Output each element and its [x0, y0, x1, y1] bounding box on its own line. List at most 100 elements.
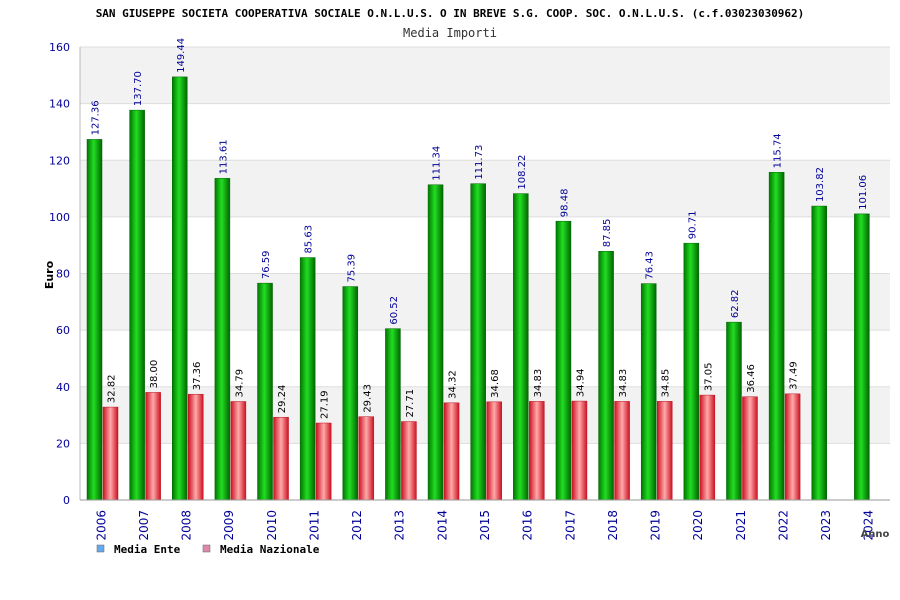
- x-tick-label: 2023: [819, 510, 833, 541]
- data-label: 34.94: [575, 368, 586, 397]
- bar-nazionale: [358, 416, 375, 501]
- bar-nazionale: [145, 392, 161, 501]
- data-label: 37.36: [192, 362, 203, 391]
- x-tick-label: 2008: [180, 510, 194, 541]
- bar-ente: [342, 286, 359, 501]
- data-label: 27.71: [405, 389, 416, 418]
- data-label: 62.82: [730, 290, 741, 319]
- grid-band: [80, 103, 890, 161]
- x-tick-label: 2006: [94, 510, 108, 541]
- bar-ente: [683, 242, 700, 501]
- bar-nazionale: [102, 406, 119, 501]
- x-tick-label: 2017: [563, 510, 577, 541]
- chart-title: SAN GIUSEPPE SOCIETA COOPERATIVA SOCIALE…: [96, 7, 805, 20]
- bar-nazionale: [273, 416, 289, 501]
- data-label: 36.46: [746, 364, 757, 393]
- bar-nazionale: [656, 401, 673, 501]
- bar-nazionale: [742, 396, 758, 501]
- bar-nazionale: [401, 421, 417, 501]
- y-axis-label: Euro: [43, 260, 56, 289]
- legend-swatch: [96, 544, 105, 553]
- data-label: 34.32: [448, 370, 459, 399]
- y-tick-label: 0: [63, 494, 70, 507]
- x-tick-label: 2018: [606, 510, 620, 541]
- bar-nazionale: [784, 393, 801, 501]
- x-tick-label: 2022: [776, 510, 790, 541]
- data-label: 27.19: [320, 390, 331, 419]
- x-tick-label: 2012: [350, 510, 364, 541]
- x-tick-label: 2014: [435, 510, 449, 541]
- grid-band: [80, 47, 890, 104]
- y-tick-label: 80: [56, 268, 70, 281]
- y-tick-label: 100: [49, 211, 70, 224]
- x-tick-label: 2007: [137, 510, 151, 541]
- x-tick-label: 2015: [478, 510, 492, 541]
- data-label: 34.83: [533, 369, 544, 398]
- data-label: 108.22: [517, 155, 528, 190]
- y-tick-label: 140: [49, 98, 70, 111]
- bar-ente: [129, 109, 145, 501]
- data-label: 98.48: [559, 189, 570, 218]
- data-label: 111.73: [474, 145, 485, 180]
- bar-ente: [214, 178, 231, 501]
- bar-ente: [470, 183, 486, 501]
- bar-nazionale: [486, 401, 502, 501]
- y-tick-label: 60: [56, 324, 70, 337]
- data-label: 90.71: [687, 211, 698, 240]
- bar-ente: [854, 213, 870, 501]
- bar-ente: [726, 321, 742, 501]
- y-axis: 0 20 40 60 80 100 120 140 160: [49, 41, 81, 507]
- data-label: 149.44: [176, 38, 187, 73]
- chart-subtitle: Media Importi: [403, 26, 497, 40]
- x-tick-label: 2009: [222, 510, 236, 541]
- x-axis: 2006 2007 2008 2009 2010 2011 2012 2013 2014 2015…: [80, 499, 890, 541]
- data-label: 111.34: [432, 146, 443, 181]
- bars-layer: 127.36 137.70 149.44 113.61 76.59 85.63 75.39 6…: [86, 38, 870, 501]
- bar-ente: [640, 283, 657, 501]
- data-label: 34.68: [490, 369, 501, 398]
- bar-ente: [86, 139, 103, 501]
- bar-nazionale: [529, 401, 545, 501]
- legend-label: Media Nazionale: [220, 543, 320, 556]
- data-label: 115.74: [773, 133, 784, 168]
- x-tick-label: 2019: [649, 510, 663, 541]
- data-label: 34.83: [618, 369, 629, 398]
- y-tick-label: 160: [49, 41, 70, 54]
- y-tick-label: 120: [49, 154, 70, 167]
- bar-nazionale: [614, 401, 630, 501]
- bar-ente: [768, 172, 785, 501]
- bar-ente: [299, 257, 316, 501]
- data-label: 127.36: [91, 100, 102, 135]
- x-tick-label: 2013: [393, 510, 407, 541]
- data-label: 113.61: [218, 139, 229, 174]
- data-label: 34.79: [234, 369, 245, 398]
- bar-ente: [555, 220, 572, 501]
- data-label: 75.39: [346, 254, 357, 283]
- bar-ente: [427, 184, 444, 501]
- bar-ente: [172, 76, 188, 501]
- bar-ente: [257, 282, 273, 501]
- data-label: 76.43: [645, 251, 656, 280]
- bar-nazionale: [230, 401, 247, 501]
- y-tick-label: 20: [56, 437, 70, 450]
- x-tick-label: 2024: [862, 510, 876, 541]
- data-label: 76.59: [261, 251, 272, 280]
- x-tick-label: 2021: [734, 510, 748, 541]
- x-axis-label: Anno: [861, 529, 890, 540]
- x-tick-label: 2010: [265, 510, 279, 541]
- data-label: 34.85: [661, 369, 672, 398]
- bar-nazionale: [188, 393, 204, 501]
- x-tick-label: 2016: [521, 510, 535, 541]
- data-label: 137.70: [133, 71, 144, 106]
- bar-nazionale: [699, 394, 716, 501]
- legend-label: Media Ente: [114, 543, 181, 556]
- data-label: 103.82: [815, 167, 826, 202]
- legend-swatch: [202, 544, 211, 553]
- x-tick-label: 2011: [307, 510, 321, 541]
- bar-ente: [513, 193, 529, 501]
- data-label: 29.43: [362, 384, 373, 413]
- bar-nazionale: [571, 400, 588, 501]
- x-tick-label: 2020: [691, 510, 705, 541]
- legend: Media Ente Media Nazionale: [96, 543, 320, 556]
